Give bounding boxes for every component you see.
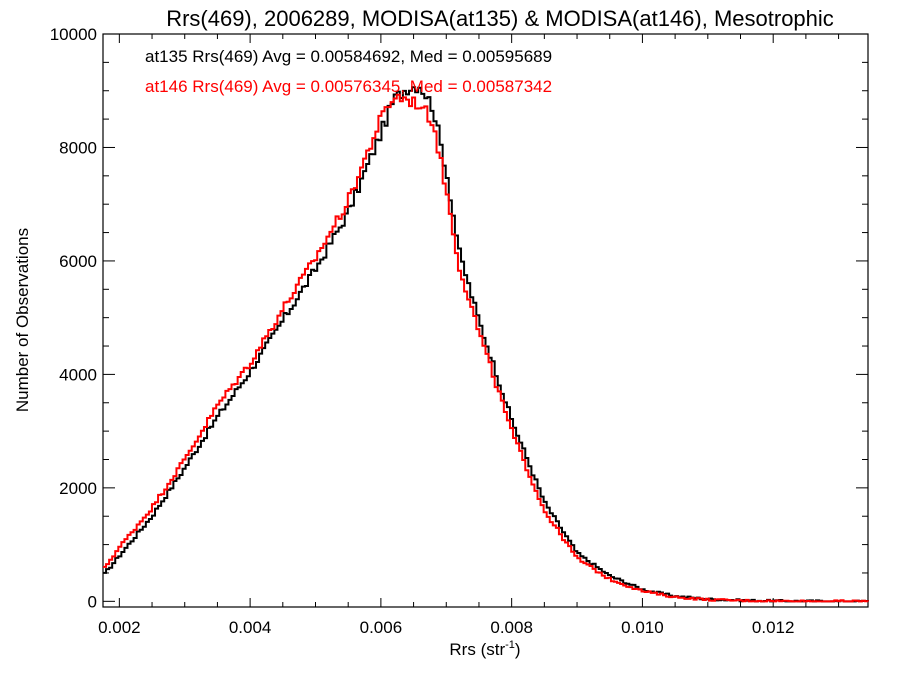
x-tick-label: 0.010 — [621, 618, 664, 637]
plot-frame — [102, 33, 869, 608]
x-axis-title: Rrs (str-1) — [449, 639, 520, 659]
x-tick-label: 0.012 — [752, 618, 795, 637]
series-line-at146 — [103, 93, 869, 603]
x-axis-title-sup: -1 — [505, 639, 515, 651]
series-line-at135 — [103, 86, 869, 603]
y-tick-label: 10000 — [50, 25, 97, 44]
axis-ticks: 0.002 0.004 0.006 0.008 0.010 0.012 0 2000 4000 6… — [50, 25, 868, 637]
series-layer — [103, 86, 869, 603]
x-axis-title-main: Rrs (str — [449, 640, 505, 659]
x-tick-label: 0.004 — [229, 618, 272, 637]
x-tick-label: 0.008 — [490, 618, 533, 637]
x-axis-title-close: ) — [515, 640, 521, 659]
legend: at135 Rrs(469) Avg = 0.00584692, Med = 0… — [145, 47, 552, 96]
x-tick-label: 0.002 — [98, 618, 141, 637]
y-axis-title: Number of Observations — [13, 228, 32, 412]
y-tick-label: 8000 — [59, 138, 97, 157]
y-tick-label: 4000 — [59, 365, 97, 384]
x-tick-label: 0.006 — [360, 618, 403, 637]
y-tick-label: 0 — [88, 592, 97, 611]
y-tick-label: 6000 — [59, 252, 97, 271]
y-tick-label: 2000 — [59, 479, 97, 498]
chart-title: Rrs(469), 2006289, MODISA(at135) & MODIS… — [166, 6, 834, 31]
legend-entry-at146: at146 Rrs(469) Avg = 0.00576345, Med = 0… — [145, 77, 552, 96]
legend-entry-at135: at135 Rrs(469) Avg = 0.00584692, Med = 0… — [145, 47, 552, 66]
